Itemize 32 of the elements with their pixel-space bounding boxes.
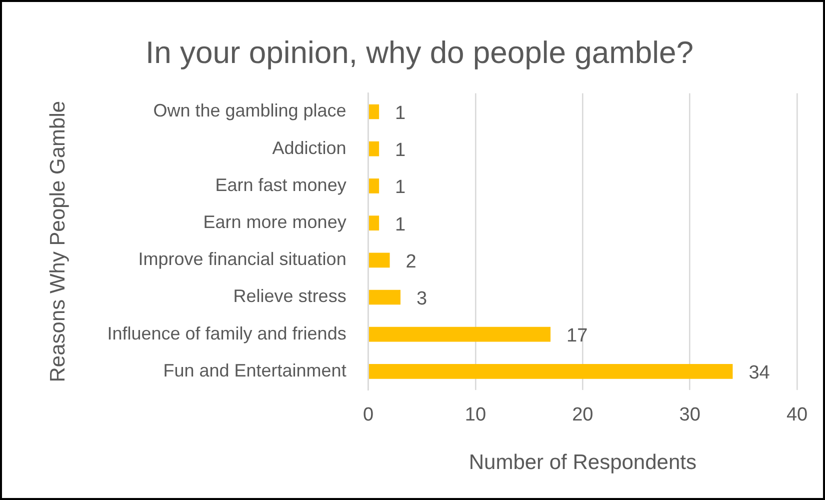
bar bbox=[368, 178, 380, 194]
bar bbox=[368, 252, 390, 268]
x-tick-label: 20 bbox=[572, 404, 594, 426]
y-tick-label: Relieve stress bbox=[233, 286, 346, 306]
y-tick-label: Earn fast money bbox=[215, 174, 346, 195]
y-tick-label: Own the gambling place bbox=[153, 100, 346, 121]
y-axis-title: Reasons Why People Gamble bbox=[46, 100, 70, 382]
bar bbox=[368, 141, 380, 156]
x-tick-label: 10 bbox=[464, 404, 486, 426]
x-axis-title: Number of Respondents bbox=[468, 451, 696, 474]
data-label: 3 bbox=[416, 288, 428, 310]
y-tick-label: Addiction bbox=[272, 138, 346, 158]
x-tick-label: 30 bbox=[679, 404, 700, 426]
data-label: 1 bbox=[395, 177, 406, 198]
bar bbox=[368, 216, 380, 230]
data-label: 2 bbox=[406, 251, 416, 272]
data-label: 34 bbox=[748, 362, 770, 384]
y-tick-label: Influence of family and friends bbox=[107, 323, 346, 344]
bar bbox=[368, 290, 400, 305]
x-tick-label: 0 bbox=[363, 404, 374, 426]
bar bbox=[368, 104, 380, 120]
data-label: 17 bbox=[566, 326, 588, 347]
bar bbox=[368, 326, 551, 342]
y-tick-label: Earn more money bbox=[203, 212, 346, 232]
chart-title: In your opinion, why do people gamble? bbox=[145, 35, 694, 70]
data-label: 1 bbox=[395, 140, 406, 162]
y-tick-label: Fun and Entertainment bbox=[163, 360, 346, 380]
bar bbox=[368, 364, 733, 379]
x-tick-label: 40 bbox=[786, 404, 808, 426]
data-label: 1 bbox=[395, 214, 406, 236]
data-label: 1 bbox=[395, 102, 406, 124]
y-tick-label: Improve financial situation bbox=[138, 249, 346, 270]
